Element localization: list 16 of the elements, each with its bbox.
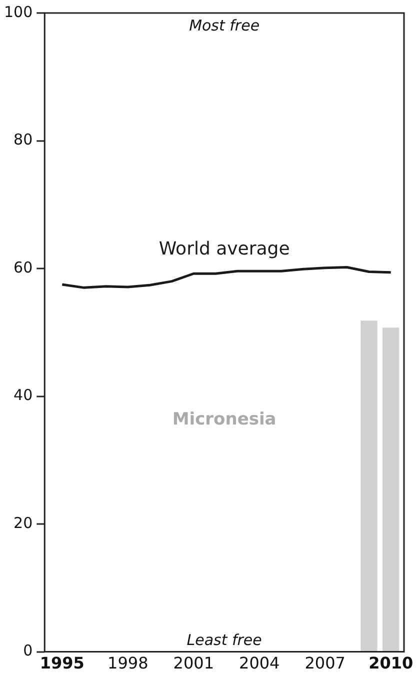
x-tick-label: 2004 bbox=[239, 654, 280, 673]
y-tick-label: 80 bbox=[14, 130, 33, 149]
annotation: Most free bbox=[189, 16, 260, 34]
text: Micronesia bbox=[172, 410, 276, 430]
y-tick-label: 60 bbox=[14, 258, 33, 276]
x-tick-label: 2007 bbox=[304, 654, 346, 673]
series-label: World average bbox=[158, 238, 290, 260]
y-tick-label: 40 bbox=[14, 386, 33, 404]
annotation: Least free bbox=[186, 631, 262, 650]
y-tick-label: 20 bbox=[14, 514, 33, 532]
y-tick-label: 0 bbox=[23, 642, 33, 660]
x-tick-label: 1998 bbox=[108, 654, 148, 673]
y-tick-label: 100 bbox=[4, 2, 33, 21]
x-tick-label: 2010 bbox=[368, 654, 414, 673]
x-tick-label: 2001 bbox=[173, 654, 214, 673]
x-tick-label: 1995 bbox=[40, 654, 84, 673]
